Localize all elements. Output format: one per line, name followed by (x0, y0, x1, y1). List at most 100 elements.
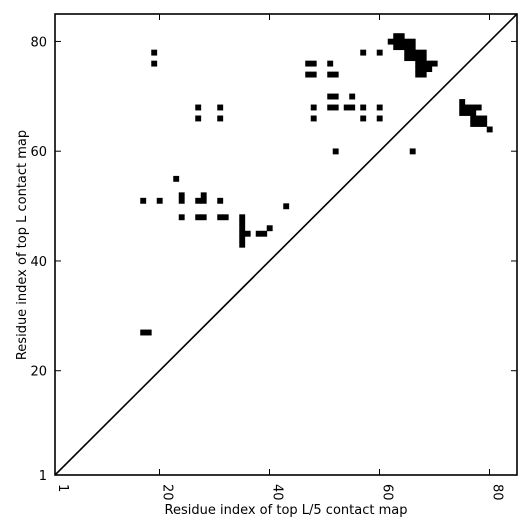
contact-cell (431, 60, 438, 67)
contact-cell (459, 104, 466, 111)
contact-cell (349, 93, 356, 100)
contact-cell (145, 329, 152, 336)
contact-cell (178, 192, 185, 199)
contact-cell (376, 49, 383, 56)
contact-cell (415, 66, 422, 73)
contact-cell (387, 38, 394, 45)
x-tick-label: 1 (55, 484, 70, 492)
contact-cell (140, 197, 147, 204)
contact-cell (239, 214, 246, 221)
contact-cell (426, 66, 433, 73)
contact-cell (255, 230, 262, 237)
contact-cell (420, 60, 427, 67)
contact-cell (310, 115, 317, 122)
contact-cell (266, 225, 273, 232)
contact-cell (332, 104, 339, 111)
contact-cell (459, 110, 466, 116)
plot-frame (54, 13, 518, 476)
contact-cell (398, 38, 405, 45)
contact-cell (415, 55, 422, 62)
contact-cell (470, 121, 477, 127)
contact-cell (195, 214, 202, 221)
contact-cell (195, 197, 202, 204)
contact-cell (404, 38, 411, 45)
y-tick-label: 20 (30, 365, 47, 380)
contact-cell (459, 99, 466, 105)
contact-cell (360, 104, 367, 111)
contact-cell (327, 60, 334, 67)
contact-cell (475, 121, 482, 127)
contact-cell (310, 104, 317, 111)
y-tick-label: 40 (30, 255, 47, 270)
y-axis-label: Residue index of top L contact map (15, 130, 30, 360)
contact-cell (332, 71, 339, 78)
contact-cell (156, 197, 163, 204)
contact-cells (140, 33, 493, 336)
contact-cell (283, 203, 290, 210)
contact-cell (222, 214, 229, 221)
contact-cell (426, 60, 433, 67)
contact-cell (420, 49, 427, 56)
contact-cell (310, 71, 317, 78)
contact-cell (398, 44, 405, 51)
diagonal-line (54, 13, 518, 476)
contact-cell (349, 104, 356, 111)
contact-cell (217, 197, 224, 204)
contact-cell (195, 104, 202, 111)
contact-cell (217, 115, 224, 122)
contact-cell (151, 49, 158, 56)
x-tick-label: 20 (160, 484, 175, 501)
x-tick-label: 60 (380, 484, 395, 501)
contact-cell (200, 214, 207, 221)
contact-cell (217, 214, 224, 221)
contact-cell (261, 230, 268, 237)
contact-cell (360, 115, 367, 122)
contact-cell (470, 110, 477, 116)
contact-cell (470, 115, 477, 122)
contact-cell (420, 71, 427, 78)
contact-cell (409, 44, 416, 51)
contact-cell (415, 49, 422, 56)
contact-cell (404, 49, 411, 56)
contact-cell (195, 115, 202, 122)
contact-cell (140, 329, 147, 336)
contact-cell (420, 55, 427, 62)
contact-cell (178, 214, 185, 221)
contact-cell (409, 148, 416, 155)
contact-cell (486, 126, 493, 133)
contact-cell (244, 230, 251, 237)
contact-cell (464, 104, 471, 111)
contact-cell (393, 38, 400, 45)
contact-cell (420, 66, 427, 73)
contact-cell (173, 175, 180, 182)
contact-cell (393, 33, 400, 40)
contact-cell (415, 60, 422, 67)
contact-cell (332, 148, 339, 155)
contact-cell (409, 38, 416, 45)
contact-cell (343, 104, 350, 111)
contact-cell (481, 121, 488, 127)
contact-cell (327, 71, 334, 78)
contact-cell (415, 71, 422, 78)
contact-cell (398, 33, 405, 40)
contact-cell (404, 44, 411, 51)
contact-cell (305, 60, 312, 67)
x-tick-label: 80 (490, 484, 505, 501)
y-tick-label: 80 (30, 35, 47, 50)
contact-cell (475, 115, 482, 122)
contact-cell (409, 49, 416, 56)
contact-cell (404, 55, 411, 62)
contact-cell (239, 236, 246, 243)
contact-cell (239, 225, 246, 232)
contact-cell (464, 110, 471, 116)
contact-cell (409, 55, 416, 62)
contact-cell (470, 104, 477, 111)
contact-cell (393, 44, 400, 51)
contact-cell (178, 197, 185, 204)
contact-cell (481, 115, 488, 122)
contact-cell (200, 192, 207, 199)
contact-cell (475, 104, 482, 111)
contact-cell (217, 104, 224, 111)
contact-cell (310, 60, 317, 67)
